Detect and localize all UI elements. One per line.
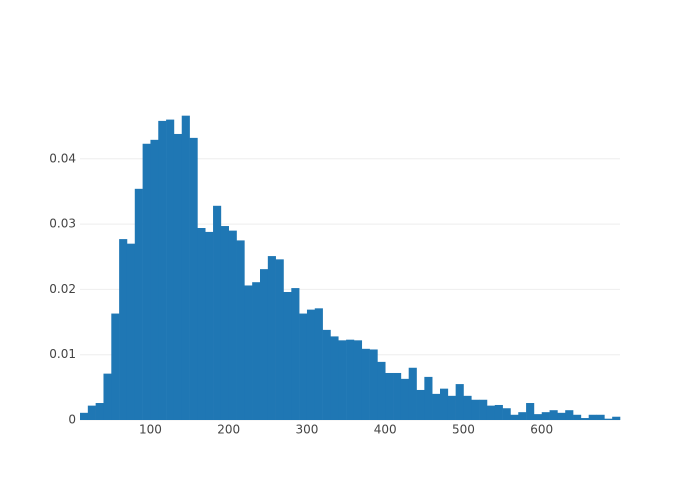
bar <box>103 373 112 420</box>
bar <box>142 143 151 420</box>
y-tick-label: 0.04 <box>49 151 76 165</box>
bar <box>455 384 464 420</box>
bar <box>189 137 198 420</box>
bar <box>150 139 159 420</box>
bar <box>369 349 378 420</box>
bar <box>252 282 261 420</box>
bar <box>518 412 527 420</box>
bar <box>119 239 128 420</box>
x-tick-label: 400 <box>374 423 397 437</box>
bar <box>213 205 222 420</box>
bar <box>158 120 167 421</box>
x-tick-label: 100 <box>139 423 162 437</box>
bar <box>479 399 488 420</box>
bar <box>549 410 558 420</box>
bar <box>463 395 472 420</box>
bar <box>471 399 480 420</box>
bar <box>338 340 347 420</box>
bar <box>361 348 370 420</box>
bar <box>299 313 308 420</box>
bar <box>424 376 433 420</box>
bar <box>400 378 409 420</box>
bar <box>502 408 511 420</box>
bar <box>205 231 214 420</box>
bar <box>565 410 574 420</box>
bar <box>166 119 175 421</box>
bar <box>526 403 535 420</box>
bar <box>134 188 143 420</box>
x-tick-label: 300 <box>296 423 319 437</box>
bar <box>408 367 417 420</box>
bar <box>353 340 363 420</box>
y-tick-label: 0.02 <box>49 282 76 296</box>
bar <box>533 414 543 420</box>
bar <box>181 115 190 421</box>
bar <box>275 259 284 420</box>
bar <box>306 309 316 420</box>
bar <box>87 405 96 420</box>
bar <box>283 292 292 420</box>
bar <box>432 393 441 420</box>
bar <box>314 308 323 420</box>
bar <box>385 372 394 420</box>
x-tick-label: 500 <box>452 423 475 437</box>
bar <box>228 230 237 420</box>
bar <box>541 412 550 420</box>
bar <box>486 405 496 420</box>
bar <box>447 395 456 420</box>
x-tick-label: 600 <box>530 423 553 437</box>
bar <box>596 414 605 420</box>
bar <box>580 418 589 420</box>
y-tick-label: 0.01 <box>49 347 76 361</box>
bar <box>494 404 503 420</box>
bar <box>557 412 566 420</box>
bar <box>346 339 355 420</box>
bar <box>80 412 89 420</box>
bar <box>588 414 597 420</box>
bar <box>244 285 253 420</box>
bar <box>197 228 206 420</box>
bar <box>573 414 582 420</box>
bar <box>612 416 621 420</box>
bar <box>440 388 449 420</box>
bar <box>291 288 300 420</box>
y-tick-label: 0 <box>68 413 76 427</box>
bar <box>236 240 245 420</box>
bar <box>260 269 269 420</box>
bar <box>377 361 386 420</box>
bar <box>330 336 339 420</box>
bar <box>416 389 425 420</box>
bar <box>322 329 331 420</box>
bar <box>173 133 183 421</box>
bar <box>220 226 229 420</box>
bar <box>95 403 104 420</box>
x-tick-label: 200 <box>217 423 240 437</box>
y-tick-label: 0.03 <box>49 217 76 231</box>
bar <box>126 243 136 420</box>
bar <box>604 418 613 420</box>
bar <box>393 372 402 420</box>
bar <box>267 256 276 420</box>
bar <box>510 414 519 420</box>
bar <box>111 313 120 420</box>
